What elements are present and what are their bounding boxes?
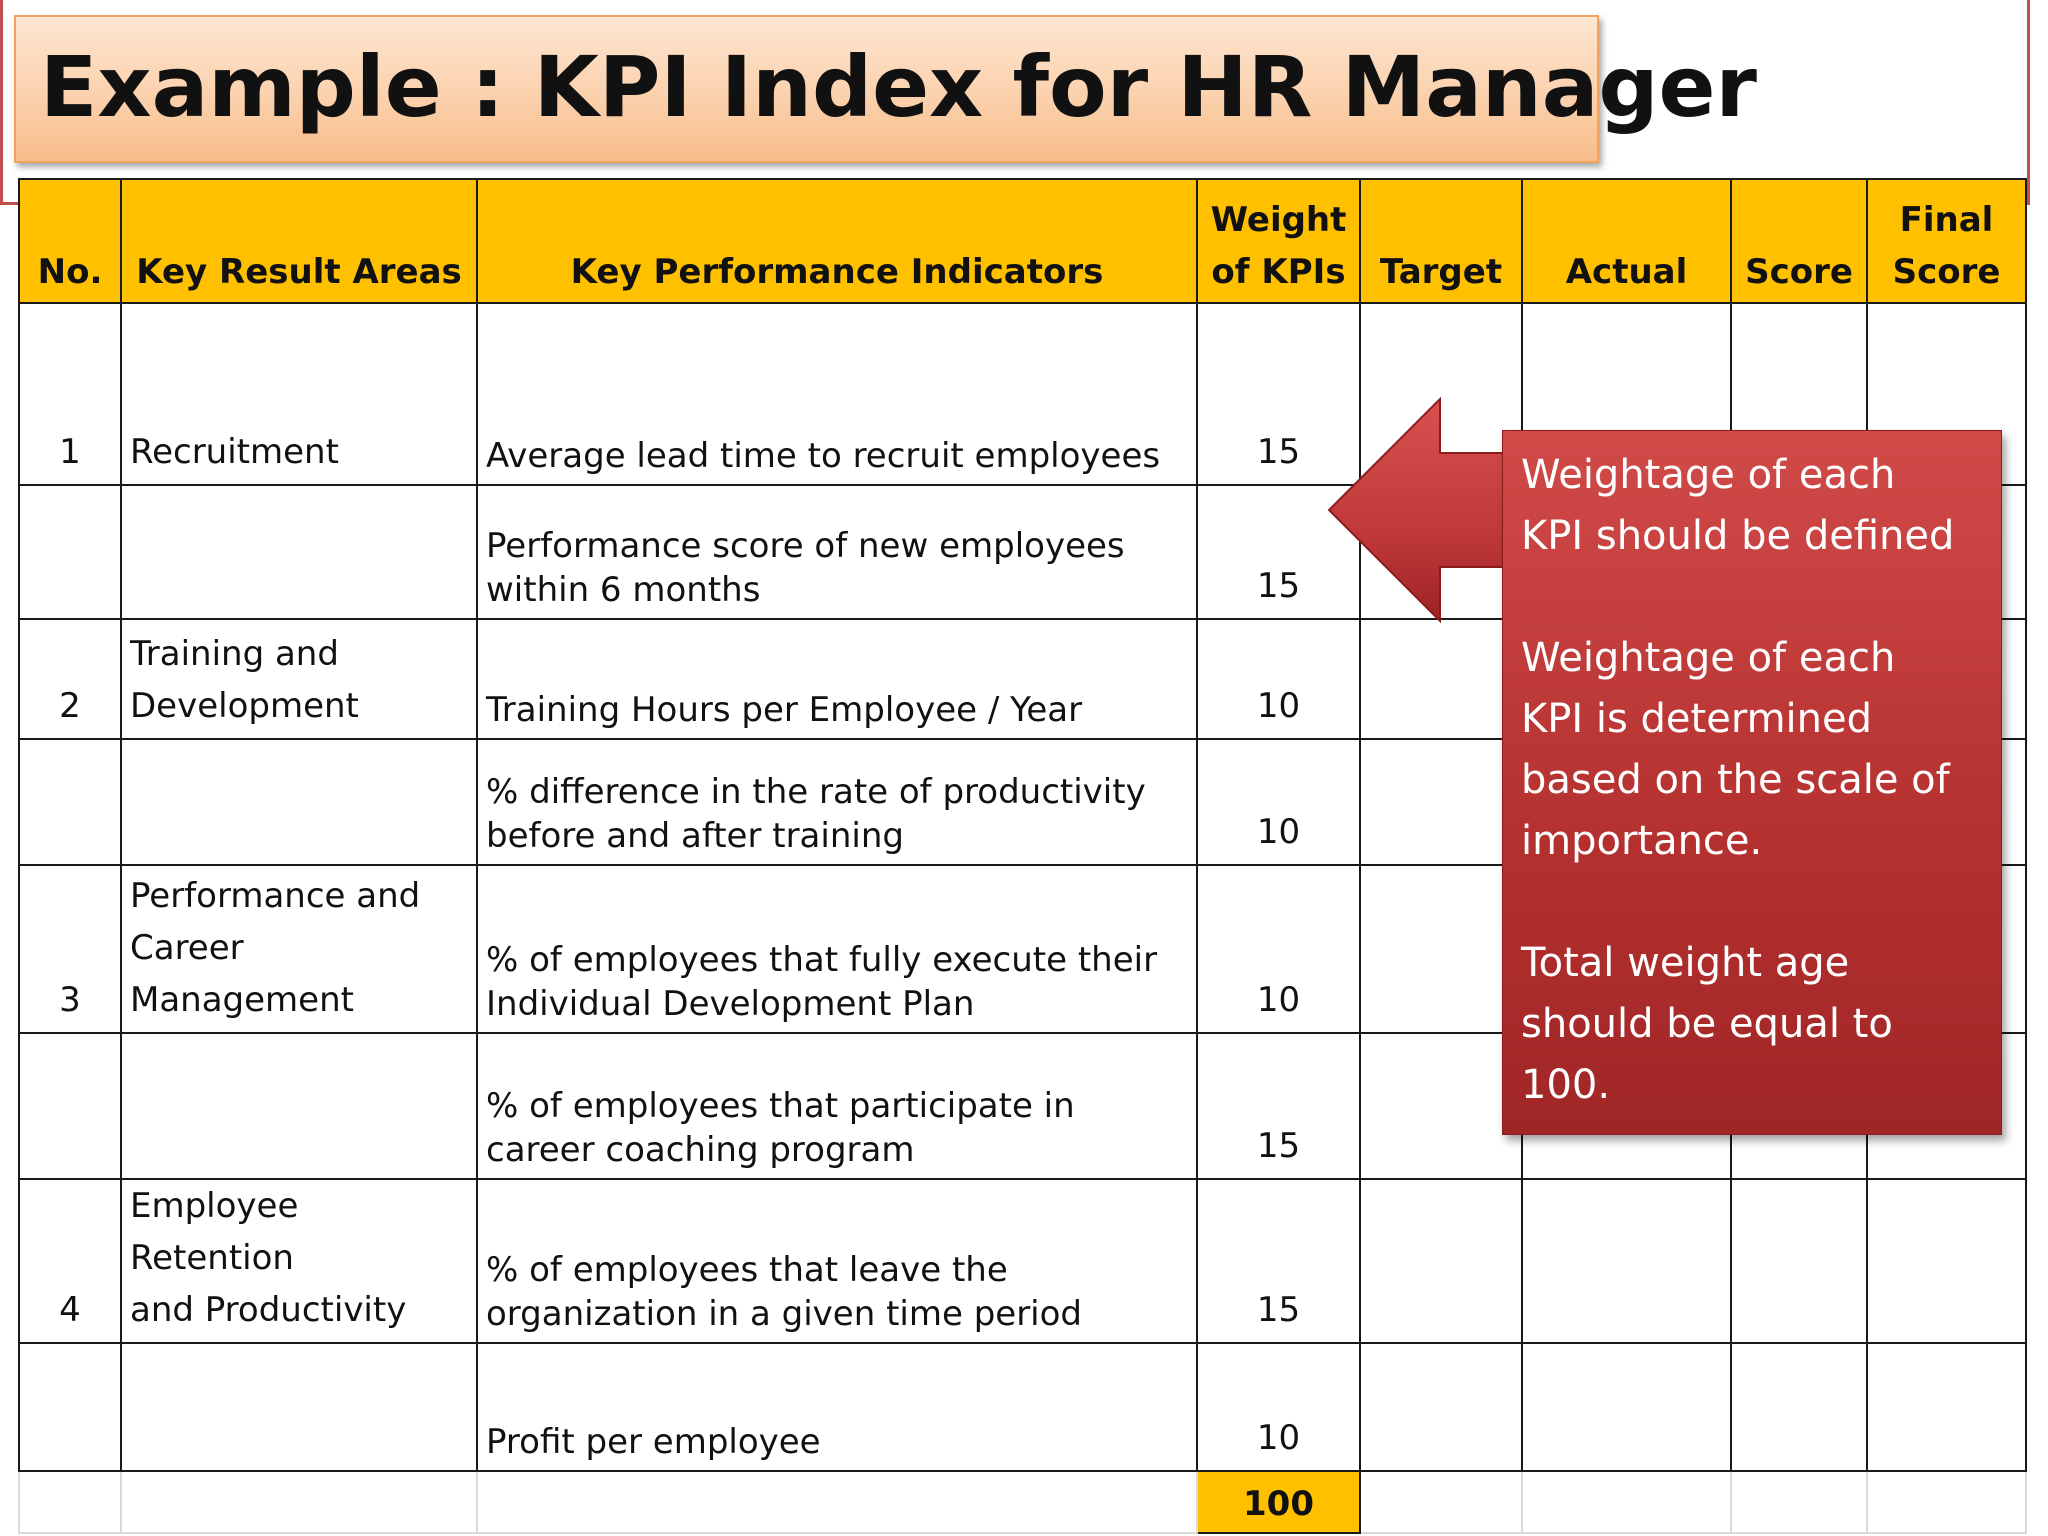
key-result-area: Performance and Career Management: [120, 864, 478, 1034]
empty-cell: [1730, 1470, 1868, 1534]
key-performance-indicator: % of employees that fully execute their …: [476, 864, 1198, 1034]
target-cell: [1359, 864, 1523, 1034]
kpi-weight: 10: [1196, 738, 1361, 866]
target-cell: [1359, 1178, 1523, 1344]
empty-cell: [18, 1470, 122, 1534]
actual-cell: [1521, 1342, 1732, 1472]
table-row: Profit per employee 10: [18, 1342, 2027, 1472]
key-performance-indicator: Average lead time to recruit employees: [476, 302, 1198, 486]
score-cell: [1730, 1178, 1868, 1344]
empty-cell: [120, 1470, 478, 1534]
header-key-performance-indicators: Key Performance Indicators: [476, 178, 1198, 304]
kpi-weight: 10: [1196, 1342, 1361, 1472]
key-performance-indicator: % of employees that participate in caree…: [476, 1032, 1198, 1180]
header-no: No.: [18, 178, 122, 304]
kpi-weight: 15: [1196, 1032, 1361, 1180]
kpi-weight: 15: [1196, 302, 1361, 486]
weightage-callout: Weightage of each KPI should be defined …: [1502, 430, 2002, 1135]
row-number: [18, 1032, 122, 1180]
total-row: 100: [18, 1470, 2027, 1534]
target-cell: [1359, 738, 1523, 866]
title-banner: Example : KPI Index for HR Manager: [14, 15, 1757, 163]
key-performance-indicator: Profit per employee: [476, 1342, 1198, 1472]
key-performance-indicator: % of employees that leave the organizati…: [476, 1178, 1198, 1344]
score-cell: [1730, 1342, 1868, 1472]
key-result-area: [120, 738, 478, 866]
key-result-area: Training and Development: [120, 618, 478, 740]
target-cell: [1359, 1032, 1523, 1180]
callout-text: Weightage of each KPI should be defined: [1521, 452, 1955, 559]
header-target: Target: [1359, 178, 1523, 304]
header-actual: Actual: [1521, 178, 1732, 304]
final-score-cell: [1866, 1342, 2027, 1472]
target-cell: [1359, 1342, 1523, 1472]
slide-title: Example : KPI Index for HR Manager: [40, 38, 1757, 136]
total-weight: 100: [1196, 1470, 1361, 1534]
table-row: 4 Employee Retention and Productivity% of…: [18, 1178, 2027, 1344]
kpi-weight: 10: [1196, 864, 1361, 1034]
empty-cell: [476, 1470, 1198, 1534]
callout-text: Total weight age should be equal to 100.: [1521, 940, 1893, 1108]
key-result-area: [120, 484, 478, 620]
key-performance-indicator: % difference in the rate of productivity…: [476, 738, 1198, 866]
kpi-weight: 10: [1196, 618, 1361, 740]
header-row: No. Key Result Areas Key Performance Ind…: [18, 178, 2027, 304]
final-score-cell: [1866, 1178, 2027, 1344]
key-result-area: Recruitment: [120, 302, 478, 486]
key-result-area: [120, 1032, 478, 1180]
actual-cell: [1521, 1178, 1732, 1344]
header-weight: Weight of KPIs: [1196, 178, 1361, 304]
header-final-score: Final Score: [1866, 178, 2027, 304]
row-number: 2: [18, 618, 122, 740]
row-number: [18, 1342, 122, 1472]
key-result-area: [120, 1342, 478, 1472]
empty-cell: [1866, 1470, 2027, 1534]
header-key-result-areas: Key Result Areas: [120, 178, 478, 304]
row-number: [18, 484, 122, 620]
kpi-weight: 15: [1196, 1178, 1361, 1344]
target-cell: [1359, 618, 1523, 740]
header-score: Score: [1730, 178, 1868, 304]
empty-cell: [1521, 1470, 1732, 1534]
left-arrow-icon: [1327, 396, 1524, 624]
row-number: 4: [18, 1178, 122, 1344]
callout-text: Weightage of each KPI is determined base…: [1521, 635, 1950, 864]
row-number: 1: [18, 302, 122, 486]
empty-cell: [1359, 1470, 1523, 1534]
key-performance-indicator: Training Hours per Employee / Year: [476, 618, 1198, 740]
row-number: 3: [18, 864, 122, 1034]
key-result-area: Employee Retention and Productivity: [120, 1178, 478, 1344]
key-performance-indicator: Performance score of new employees withi…: [476, 484, 1198, 620]
row-number: [18, 738, 122, 866]
